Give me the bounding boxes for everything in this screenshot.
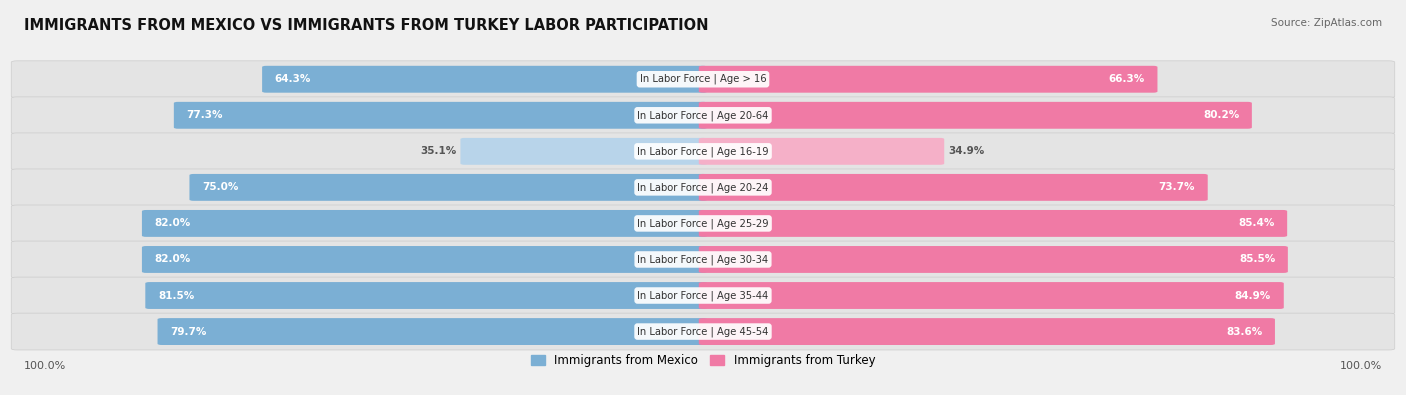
FancyBboxPatch shape (174, 102, 707, 129)
Text: 80.2%: 80.2% (1204, 110, 1239, 120)
Text: In Labor Force | Age 30-34: In Labor Force | Age 30-34 (637, 254, 769, 265)
FancyBboxPatch shape (157, 318, 707, 345)
Text: 77.3%: 77.3% (187, 110, 224, 120)
FancyBboxPatch shape (11, 241, 1395, 278)
FancyBboxPatch shape (11, 277, 1395, 314)
Text: 75.0%: 75.0% (202, 182, 239, 192)
FancyBboxPatch shape (699, 282, 1284, 309)
Text: In Labor Force | Age 20-24: In Labor Force | Age 20-24 (637, 182, 769, 193)
Text: 83.6%: 83.6% (1226, 327, 1263, 337)
Text: 64.3%: 64.3% (274, 74, 311, 84)
Text: 73.7%: 73.7% (1159, 182, 1195, 192)
Text: 100.0%: 100.0% (24, 361, 66, 371)
Text: 81.5%: 81.5% (157, 290, 194, 301)
FancyBboxPatch shape (699, 138, 945, 165)
Text: 82.0%: 82.0% (155, 218, 191, 228)
FancyBboxPatch shape (145, 282, 707, 309)
FancyBboxPatch shape (11, 61, 1395, 98)
FancyBboxPatch shape (11, 133, 1395, 170)
Text: In Labor Force | Age 35-44: In Labor Force | Age 35-44 (637, 290, 769, 301)
Text: 66.3%: 66.3% (1108, 74, 1144, 84)
FancyBboxPatch shape (699, 102, 1251, 129)
Text: IMMIGRANTS FROM MEXICO VS IMMIGRANTS FROM TURKEY LABOR PARTICIPATION: IMMIGRANTS FROM MEXICO VS IMMIGRANTS FRO… (24, 18, 709, 33)
Text: 82.0%: 82.0% (155, 254, 191, 265)
FancyBboxPatch shape (142, 210, 707, 237)
Text: In Labor Force | Age 16-19: In Labor Force | Age 16-19 (637, 146, 769, 156)
Legend: Immigrants from Mexico, Immigrants from Turkey: Immigrants from Mexico, Immigrants from … (530, 354, 876, 367)
Text: 100.0%: 100.0% (1340, 361, 1382, 371)
FancyBboxPatch shape (11, 205, 1395, 242)
Text: 85.5%: 85.5% (1239, 254, 1275, 265)
FancyBboxPatch shape (699, 246, 1288, 273)
Text: 34.9%: 34.9% (949, 146, 984, 156)
Text: 79.7%: 79.7% (170, 327, 207, 337)
FancyBboxPatch shape (11, 97, 1395, 134)
Text: In Labor Force | Age 25-29: In Labor Force | Age 25-29 (637, 218, 769, 229)
FancyBboxPatch shape (142, 246, 707, 273)
FancyBboxPatch shape (11, 169, 1395, 206)
FancyBboxPatch shape (262, 66, 707, 93)
Text: In Labor Force | Age 45-54: In Labor Force | Age 45-54 (637, 326, 769, 337)
Text: In Labor Force | Age > 16: In Labor Force | Age > 16 (640, 74, 766, 85)
FancyBboxPatch shape (460, 138, 707, 165)
Text: 85.4%: 85.4% (1239, 218, 1274, 228)
FancyBboxPatch shape (11, 313, 1395, 350)
Text: 84.9%: 84.9% (1234, 290, 1271, 301)
FancyBboxPatch shape (699, 174, 1208, 201)
FancyBboxPatch shape (699, 318, 1275, 345)
FancyBboxPatch shape (699, 66, 1157, 93)
Text: 35.1%: 35.1% (420, 146, 456, 156)
Text: In Labor Force | Age 20-64: In Labor Force | Age 20-64 (637, 110, 769, 120)
FancyBboxPatch shape (699, 210, 1286, 237)
Text: Source: ZipAtlas.com: Source: ZipAtlas.com (1271, 18, 1382, 28)
FancyBboxPatch shape (190, 174, 707, 201)
